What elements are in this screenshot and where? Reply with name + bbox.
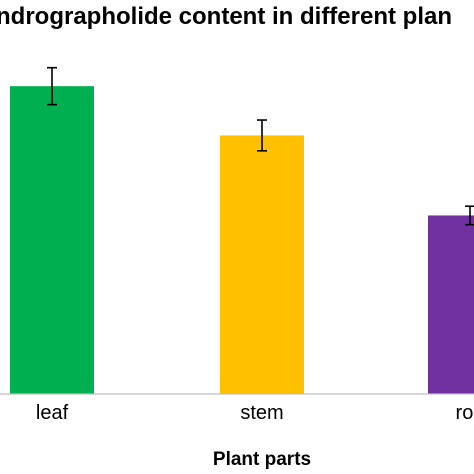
bar-roo [428, 215, 474, 394]
x-tick-labels: leaf stem roo [36, 402, 474, 424]
x-tick-label-leaf: leaf [36, 402, 69, 424]
error-bar-leaf [47, 66, 57, 106]
x-tick-label-roo: roo [456, 402, 474, 424]
error-bar-roo [465, 205, 474, 226]
bar-leaf [10, 86, 94, 394]
x-tick-label-stem: stem [240, 402, 283, 424]
error-bar-stem [257, 119, 267, 152]
x-axis-title: Plant parts [213, 449, 311, 470]
bar-stem [220, 135, 304, 394]
chart-title: ndrographolide content in different plan [0, 3, 452, 30]
bars-layer [10, 66, 474, 394]
